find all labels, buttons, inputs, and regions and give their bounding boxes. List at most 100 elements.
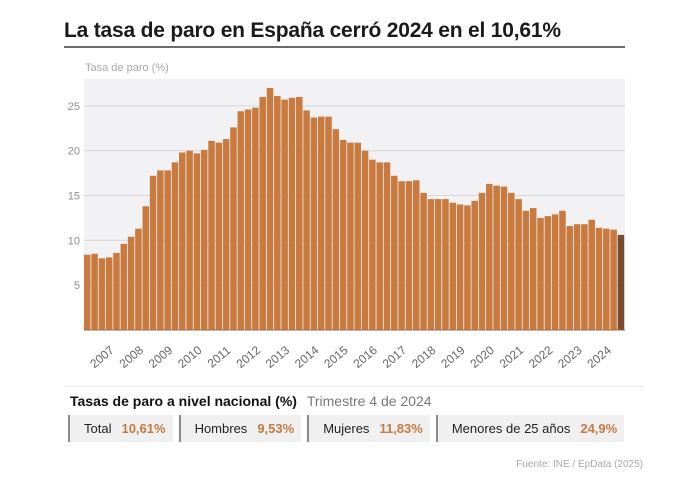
stats-label: Tasas de paro a nivel nacional (%) <box>70 393 297 409</box>
bar <box>412 180 420 330</box>
bar <box>274 96 281 331</box>
bar <box>259 96 266 330</box>
x-tick-label: 2024 <box>584 343 614 371</box>
bar <box>581 224 588 330</box>
y-tick-label: 25 <box>68 101 80 113</box>
bar <box>105 257 113 330</box>
bar <box>391 175 398 330</box>
bar <box>186 150 193 330</box>
stat-name: Mujeres <box>323 421 370 436</box>
bar <box>603 228 610 330</box>
bar <box>449 202 457 330</box>
bar <box>464 205 471 330</box>
stat-mujeres: Mujeres 11,83% <box>307 415 430 442</box>
x-tick-label: 2012 <box>234 343 264 371</box>
bar <box>193 153 201 330</box>
bar <box>113 252 120 330</box>
bar <box>325 116 332 331</box>
stat-name: Hombres <box>194 421 248 436</box>
bar <box>200 149 208 330</box>
bar <box>544 216 552 330</box>
bar <box>573 224 581 330</box>
bar <box>456 204 464 330</box>
stat-value: 11,83% <box>379 421 423 436</box>
stat-value: 10,61% <box>121 421 166 436</box>
bar <box>281 99 288 330</box>
y-axis-label: Tasa de paro (%) <box>85 62 169 74</box>
x-tick-label: 2014 <box>292 343 322 371</box>
bar <box>610 229 617 330</box>
bar <box>171 162 179 330</box>
x-tick-label: 2008 <box>117 343 147 371</box>
bar <box>522 210 530 330</box>
x-tick-label: 2009 <box>146 343 176 371</box>
stat-value: 24,9% <box>580 421 618 436</box>
bar <box>303 110 310 330</box>
bar <box>595 227 603 330</box>
stat-name: Total <box>84 421 112 436</box>
stat-value: 9,53% <box>257 421 295 436</box>
x-tick-label: 2020 <box>467 343 497 371</box>
bar <box>515 199 522 330</box>
y-tick-label: 15 <box>68 191 80 203</box>
bar <box>420 192 427 330</box>
bar <box>500 186 508 330</box>
y-tick-label: 20 <box>68 146 80 158</box>
bar <box>266 87 274 330</box>
bar <box>310 117 318 331</box>
bar <box>376 162 383 330</box>
bar <box>142 206 149 330</box>
stats-divider <box>64 386 644 387</box>
x-tick-label: 2019 <box>438 343 468 371</box>
bar <box>91 253 98 330</box>
bar <box>442 199 449 330</box>
bar <box>551 214 559 330</box>
bar <box>361 150 369 330</box>
bar <box>222 139 230 330</box>
bar <box>98 258 106 330</box>
bar <box>127 236 135 330</box>
bar <box>617 234 625 330</box>
stat-name: Menores de 25 años <box>451 421 571 436</box>
bar <box>347 142 354 330</box>
bar <box>508 192 515 330</box>
bar <box>339 139 347 330</box>
bar <box>120 243 128 330</box>
x-tick-label: 2021 <box>497 343 527 371</box>
x-tick-label: 2023 <box>555 343 585 371</box>
stat-hombres: Hombres 9,53% <box>178 415 302 442</box>
bar <box>244 109 252 330</box>
stats-row: Total 10,61% Hombres 9,53% Mujeres 11,83… <box>68 415 625 442</box>
bar <box>559 210 566 330</box>
x-tick-label: 2015 <box>321 343 351 371</box>
bar <box>135 228 142 330</box>
bar <box>405 181 413 330</box>
source-note: Fuente: INE / EpData (2025) <box>516 459 643 470</box>
bar <box>208 140 215 330</box>
title-divider <box>64 46 625 48</box>
stats-period: Trimestre 4 de 2024 <box>306 393 432 409</box>
bar <box>478 192 486 330</box>
x-tick-label: 2010 <box>175 343 205 371</box>
x-tick-label: 2022 <box>526 343 556 371</box>
bar <box>179 152 186 330</box>
bar <box>566 226 574 330</box>
x-tick-label: 2011 <box>205 343 234 371</box>
bar <box>237 111 245 331</box>
bar <box>288 97 296 330</box>
y-tick-label: 10 <box>68 235 80 247</box>
bar <box>230 127 237 331</box>
bar <box>296 96 303 330</box>
bar <box>537 217 544 330</box>
bar <box>529 208 537 330</box>
stat-menores-25: Menores de 25 años 24,9% <box>435 415 625 442</box>
stat-total: Total 10,61% <box>68 415 173 442</box>
bar <box>164 170 171 330</box>
bar <box>157 170 164 330</box>
bar <box>149 175 157 330</box>
bar <box>252 107 259 330</box>
x-tick-label: 2018 <box>409 343 439 371</box>
bar <box>354 142 362 330</box>
bar <box>383 162 391 330</box>
